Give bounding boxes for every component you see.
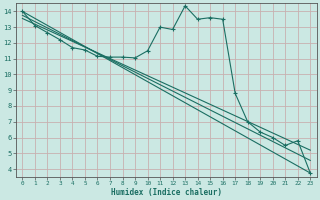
X-axis label: Humidex (Indice chaleur): Humidex (Indice chaleur) xyxy=(111,188,222,197)
